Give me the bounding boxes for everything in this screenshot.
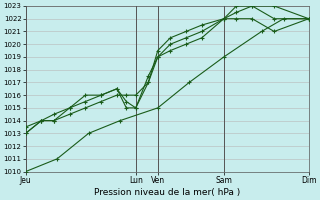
X-axis label: Pression niveau de la mer( hPa ): Pression niveau de la mer( hPa ) [94, 188, 240, 197]
